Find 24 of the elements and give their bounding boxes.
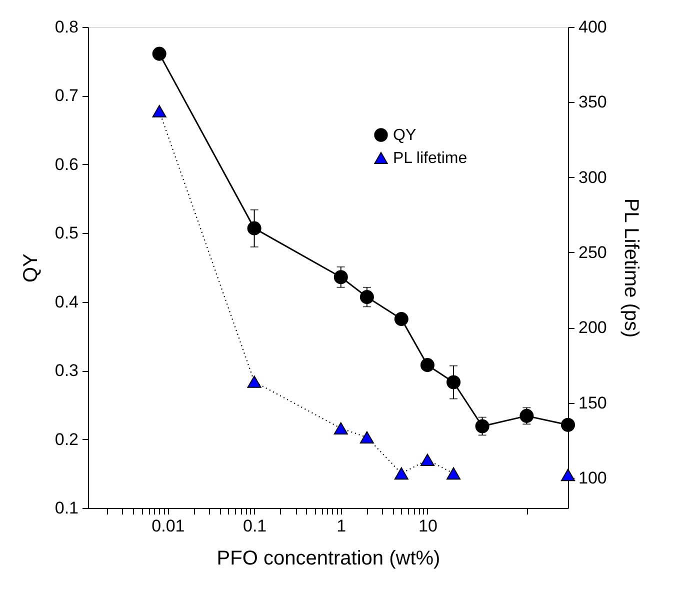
y-tick-label: 0.7 bbox=[54, 86, 78, 106]
y2-tick-label: 150 bbox=[578, 393, 607, 412]
y-axis-title: QY bbox=[20, 254, 42, 282]
y2-tick-label: 400 bbox=[578, 18, 607, 36]
y2-tick-label: 200 bbox=[578, 318, 607, 338]
y-tick-label: 0.8 bbox=[54, 18, 78, 36]
y2-tick-label: 100 bbox=[578, 468, 607, 488]
y-tick-label: 0.5 bbox=[54, 224, 78, 243]
x-tick-label: 0.01 bbox=[152, 516, 185, 536]
y-tick-label: 0.6 bbox=[54, 154, 78, 174]
legend-label: QY bbox=[393, 127, 416, 144]
legend-label: PL lifetime bbox=[393, 150, 468, 167]
x-tick-label: 1 bbox=[336, 516, 346, 536]
y2-tick-label: 300 bbox=[578, 168, 607, 187]
y-tick-label: 0.4 bbox=[54, 292, 78, 312]
y-tick-label: 0.2 bbox=[54, 430, 78, 449]
y-tick-label: 0.3 bbox=[54, 361, 78, 380]
y2-tick-label: 250 bbox=[578, 242, 607, 262]
y-tick-label: 0.1 bbox=[54, 498, 78, 518]
x-axis-title: PFO concentration (wt%) bbox=[216, 548, 440, 570]
y2-axis-title: PL Lifetime (ps) bbox=[620, 198, 642, 338]
x-tick-label: 0.1 bbox=[242, 516, 267, 536]
x-tick-label: 10 bbox=[418, 516, 438, 536]
y2-tick-label: 350 bbox=[578, 92, 607, 112]
